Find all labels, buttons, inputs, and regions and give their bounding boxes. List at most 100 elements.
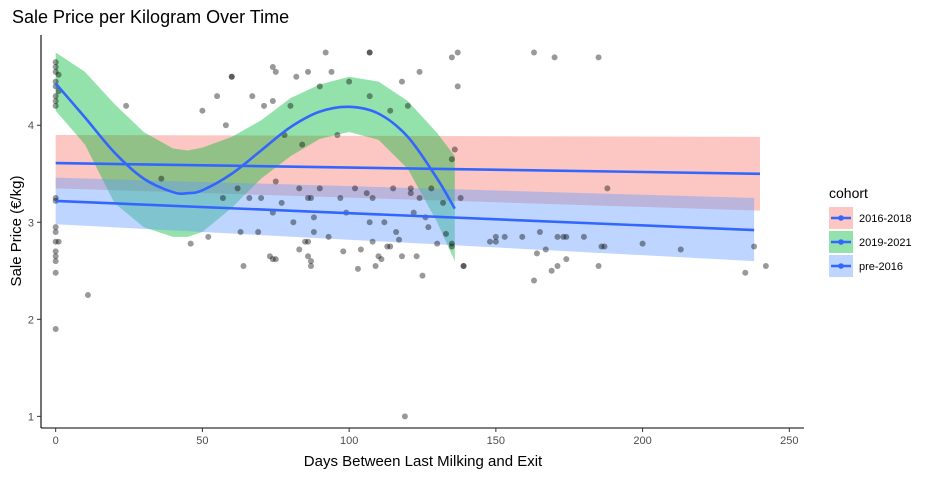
legend-key-2019-2021 xyxy=(829,231,853,253)
data-point xyxy=(531,277,538,284)
data-point xyxy=(158,175,165,182)
data-point xyxy=(604,185,611,192)
ribbon-pre-2016 xyxy=(55,177,755,262)
fit-line-2016-2018 xyxy=(55,161,761,176)
data-point xyxy=(272,178,279,185)
data-point xyxy=(52,326,59,333)
y-tick-label: 3 xyxy=(28,217,34,229)
data-point xyxy=(305,195,312,202)
data-point xyxy=(222,122,229,129)
data-point xyxy=(580,233,587,240)
data-point xyxy=(55,71,62,78)
data-point xyxy=(366,49,373,56)
data-point xyxy=(460,262,467,269)
legend-label-2019-2021: 2019-2021 xyxy=(859,237,912,249)
data-point xyxy=(366,219,373,226)
data-point xyxy=(448,240,455,247)
data-point xyxy=(205,233,212,240)
y-tick-label: 1 xyxy=(28,411,34,423)
data-point xyxy=(595,54,602,61)
data-point xyxy=(440,199,447,206)
data-point xyxy=(457,195,464,202)
data-point xyxy=(542,246,549,253)
data-point xyxy=(375,253,382,260)
data-point xyxy=(305,253,312,260)
data-point xyxy=(492,238,499,245)
data-point xyxy=(240,262,247,269)
data-point xyxy=(460,262,467,269)
data-point xyxy=(316,83,323,90)
data-point xyxy=(290,219,297,226)
legend-label-pre-2016: pre-2016 xyxy=(859,261,903,273)
data-point xyxy=(492,233,499,240)
data-point xyxy=(384,243,391,250)
data-point xyxy=(519,233,526,240)
data-point xyxy=(328,68,335,75)
data-point xyxy=(352,185,359,192)
data-point xyxy=(337,195,344,202)
data-point xyxy=(404,102,411,109)
data-point xyxy=(237,228,244,235)
data-point xyxy=(454,83,461,90)
data-point xyxy=(434,240,441,247)
legend: cohort 2016-2018 2019-2021 pre-2016 xyxy=(829,185,912,277)
data-point xyxy=(325,233,332,240)
data-point xyxy=(416,68,423,75)
data-point xyxy=(261,102,268,109)
data-point xyxy=(454,49,461,56)
data-point xyxy=(305,68,312,75)
legend-key-pre-2016 xyxy=(829,255,853,277)
data-point xyxy=(501,233,508,240)
data-point xyxy=(372,262,379,269)
data-point xyxy=(316,185,323,192)
data-point xyxy=(296,246,303,253)
data-point xyxy=(742,269,749,276)
data-point xyxy=(249,93,256,100)
x-tick-label: 250 xyxy=(780,435,798,447)
data-point xyxy=(390,185,397,192)
data-point xyxy=(272,68,279,75)
data-point xyxy=(299,141,306,148)
data-point xyxy=(413,253,420,260)
data-point xyxy=(401,413,408,420)
data-point xyxy=(381,219,388,226)
data-point xyxy=(369,238,376,245)
data-point xyxy=(354,265,361,272)
data-point xyxy=(293,73,300,80)
fit-line-pre-2016 xyxy=(55,199,755,232)
data-point xyxy=(363,190,370,197)
data-point xyxy=(269,97,276,104)
data-point xyxy=(357,246,364,253)
data-point xyxy=(554,233,561,240)
data-point xyxy=(219,195,226,202)
data-point xyxy=(55,238,62,245)
data-point xyxy=(407,190,414,197)
data-point xyxy=(448,243,455,250)
x-tick-label: 100 xyxy=(340,435,358,447)
data-point xyxy=(451,146,458,153)
x-tick-label: 50 xyxy=(196,435,208,447)
data-point xyxy=(272,256,279,263)
data-point xyxy=(425,224,432,231)
data-point xyxy=(393,228,400,235)
data-point xyxy=(398,253,405,260)
data-point xyxy=(228,73,235,80)
fit-lines xyxy=(54,82,761,232)
legend-key-2016-2018 xyxy=(829,207,853,229)
chart-title: Sale Price per Kilogram Over Time xyxy=(12,7,289,27)
data-point xyxy=(305,238,312,245)
data-point xyxy=(52,253,59,260)
data-point xyxy=(52,238,59,245)
y-tick-label: 2 xyxy=(28,314,34,326)
x-axis-ticks: 0 50 100 150 200 250 xyxy=(53,428,799,447)
data-point xyxy=(751,243,758,250)
data-point xyxy=(369,195,376,202)
data-point xyxy=(334,131,341,138)
data-point xyxy=(52,97,59,104)
data-point xyxy=(52,78,59,85)
data-point xyxy=(536,228,543,235)
data-point xyxy=(677,246,684,253)
data-point xyxy=(84,292,91,299)
x-tick-label: 150 xyxy=(487,435,505,447)
